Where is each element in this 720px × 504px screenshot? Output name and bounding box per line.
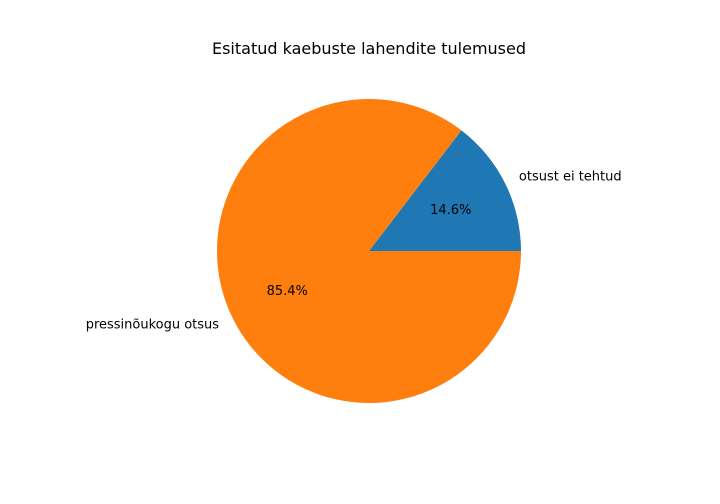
slice-label-0: otsust ei tehtud bbox=[519, 169, 622, 184]
pie-slice-1 bbox=[217, 99, 522, 404]
slice-label-1: pressinõukogu otsus bbox=[86, 318, 220, 333]
chart-title: Esitatud kaebuste lahendite tulemused bbox=[212, 39, 526, 58]
pie-labels: otsust ei tehtud 14.6% pressinõukogu otsus… bbox=[86, 169, 622, 332]
pie-slice-0 bbox=[369, 130, 521, 251]
pie-slices bbox=[217, 99, 522, 404]
slice-percent-0: 14.6% bbox=[430, 203, 471, 218]
slice-percent-1: 85.4% bbox=[267, 284, 308, 299]
